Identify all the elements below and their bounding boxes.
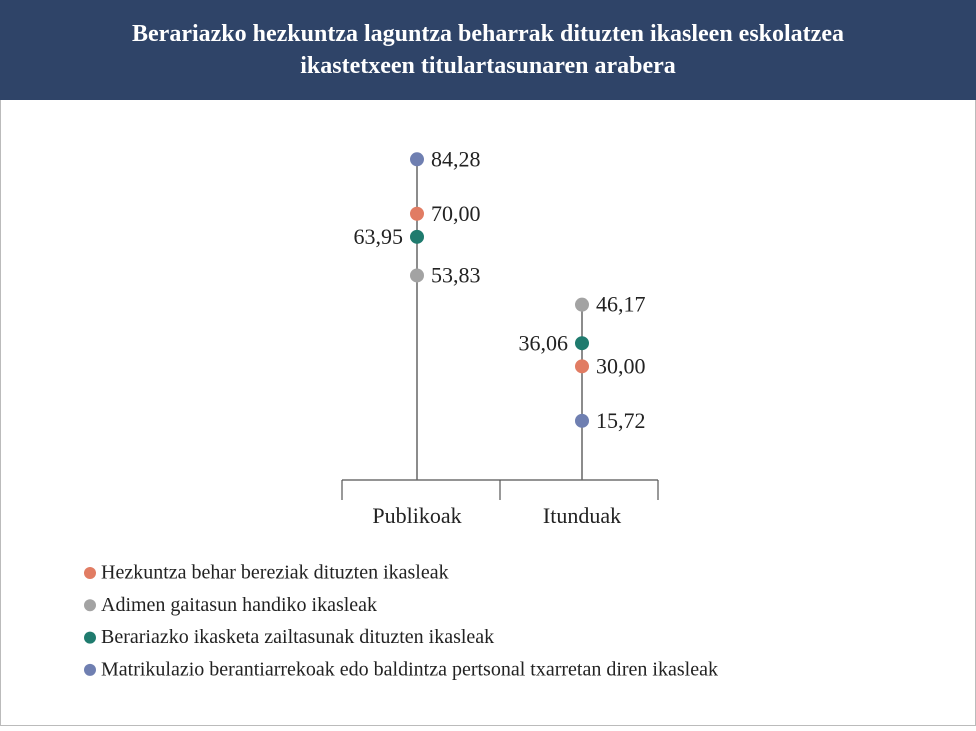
x-tick-label: Itunduak (543, 503, 621, 528)
dot (410, 268, 424, 283)
legend-label: Hezkuntza behar bereziak dituzten ikasle… (101, 562, 449, 584)
data-label: 70,00 (431, 201, 481, 226)
data-label: 46,17 (596, 292, 646, 317)
data-label: 36,06 (519, 330, 569, 355)
data-label: 84,28 (431, 146, 481, 171)
dot (410, 152, 424, 167)
dot (410, 206, 424, 221)
legend-swatch (84, 631, 96, 644)
dot (575, 297, 589, 312)
dot (575, 336, 589, 351)
data-label: 53,83 (431, 262, 481, 287)
dot (410, 229, 424, 244)
dot (575, 413, 589, 428)
legend-swatch (84, 663, 96, 676)
dot (575, 359, 589, 374)
legend-label: Berariazko ikasketa zailtasunak dituzten… (101, 626, 494, 648)
legend-label: Matrikulazio berantiarrekoak edo baldint… (101, 658, 718, 680)
data-label: 63,95 (354, 224, 404, 249)
header (0, 0, 976, 100)
data-label: 30,00 (596, 353, 646, 378)
chart-title: Berariazko hezkuntza laguntza beharrak d… (132, 21, 844, 79)
data-label: 15,72 (596, 408, 646, 433)
x-tick-label: Publikoak (372, 503, 461, 528)
legend-label: Adimen gaitasun handiko ikasleak (101, 594, 377, 616)
legend-swatch (84, 567, 96, 579)
legend-swatch (84, 599, 96, 612)
